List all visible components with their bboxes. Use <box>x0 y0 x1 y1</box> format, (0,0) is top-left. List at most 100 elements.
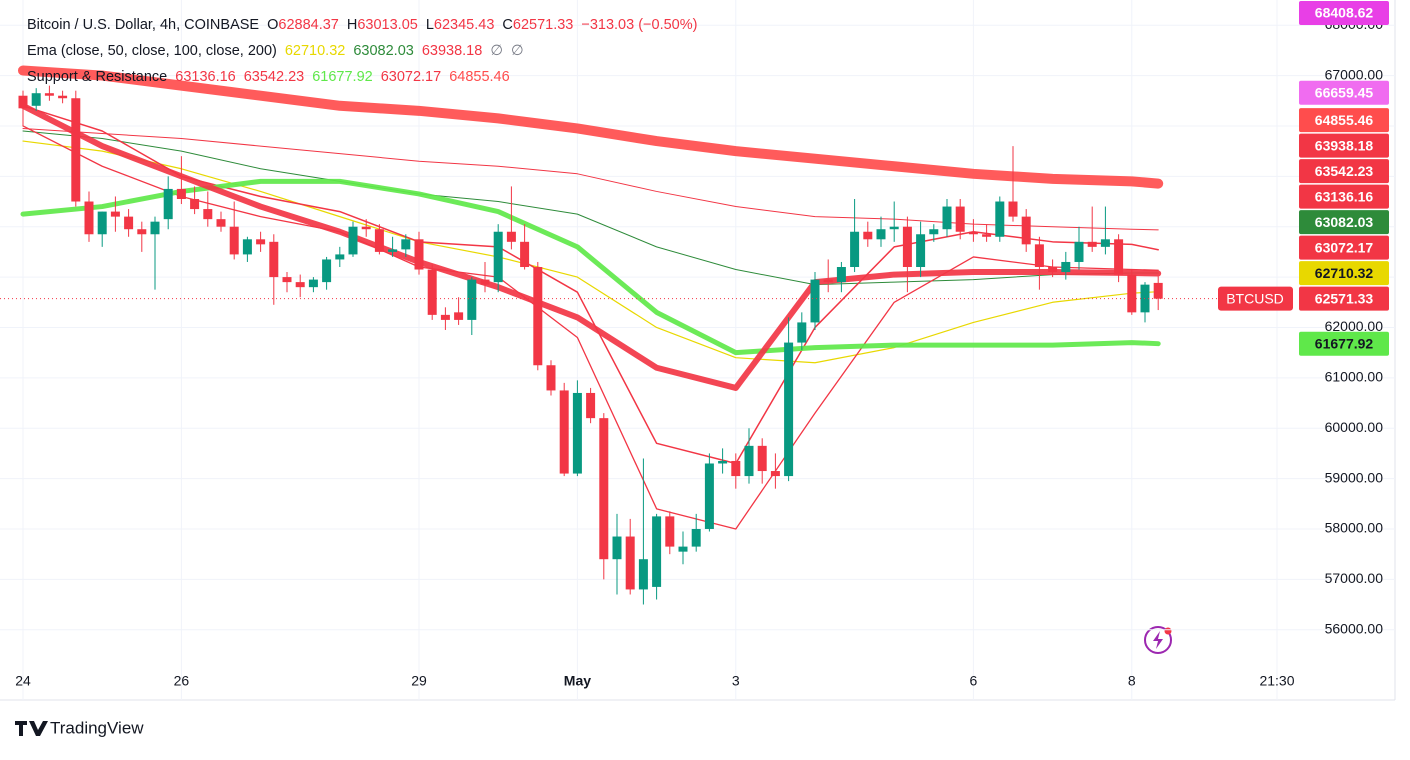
candle-body <box>242 239 252 255</box>
indicator-line <box>20 102 1162 391</box>
candle-body <box>876 229 886 240</box>
candle-body <box>638 559 648 590</box>
candle-body <box>203 209 213 220</box>
candle-body <box>612 536 622 560</box>
x-tick-label: 26 <box>174 673 190 689</box>
indicator-value: 63082.03 <box>353 43 414 59</box>
candle-body <box>968 231 978 235</box>
candle-body <box>84 201 94 235</box>
price-tag-label: 63938.18 <box>1315 137 1374 153</box>
x-tick-label: 24 <box>15 673 31 689</box>
candle-body <box>335 254 345 260</box>
x-tick-label: 6 <box>970 673 978 689</box>
candle-body <box>401 239 411 250</box>
candle-body <box>361 226 371 230</box>
candle-body <box>374 229 384 252</box>
indicator-title: Support & Resistance <box>27 69 168 85</box>
candle-body <box>150 221 160 235</box>
indicator-title: Ema (close, 50, close, 100, close, 200) <box>27 43 277 59</box>
price-tag-label: 64855.46 <box>1315 112 1374 128</box>
price-tag-label: 62710.32 <box>1315 265 1374 281</box>
indicator-value: 61677.92 <box>312 69 373 85</box>
alert-dot[interactable] <box>1164 627 1172 635</box>
price-tag-label: 63072.17 <box>1315 239 1374 255</box>
indicator-row: Ema (close, 50, close, 100, close, 200) 6… <box>27 38 705 64</box>
candle-body <box>889 226 899 230</box>
candle-body <box>176 188 186 199</box>
candle-body <box>916 234 926 268</box>
candle-body <box>110 211 120 217</box>
symbol-row: Bitcoin / U.S. Dollar, 4h, COINBASE O6288… <box>27 12 705 38</box>
candle-body <box>1034 244 1044 268</box>
alert-icon[interactable] <box>1144 626 1172 654</box>
candle-body <box>744 445 754 477</box>
indicator-value: 63542.23 <box>243 69 305 85</box>
symbol-tag <box>1218 286 1293 311</box>
candle-body <box>1008 201 1018 217</box>
price-tag <box>1299 184 1389 209</box>
candle-body <box>348 226 358 255</box>
y-tick-label: 59000.00 <box>1325 469 1384 485</box>
alert-bolt[interactable] <box>1153 631 1163 649</box>
indicator-value: 62710.32 <box>284 43 346 59</box>
grid <box>0 0 1395 700</box>
candle-body <box>599 418 609 560</box>
ohlc-value: 62571.33 <box>512 17 574 33</box>
candle-body <box>586 392 596 419</box>
candle-body <box>308 279 318 288</box>
candle-body <box>902 226 912 268</box>
y-tick-label: 58000.00 <box>1325 520 1384 536</box>
indicator-extra: ∅ <box>490 43 503 59</box>
price-tag <box>1299 80 1389 105</box>
candle-body <box>18 95 28 109</box>
price-tag <box>1299 210 1389 235</box>
candle-body <box>625 536 635 590</box>
logo-mark <box>15 721 48 736</box>
indicator-value: 64855.46 <box>449 69 510 85</box>
candle-body <box>440 314 450 320</box>
indicator-line <box>22 130 1159 286</box>
price-tag-label: 63136.16 <box>1315 188 1374 204</box>
change: −313.03 (−0.50%) <box>581 17 698 33</box>
candle-body <box>731 460 741 477</box>
candle-body <box>480 279 490 285</box>
price-tag-label: 68408.62 <box>1315 5 1374 21</box>
x-tick-label: 8 <box>1128 673 1136 689</box>
candle-body <box>770 471 780 477</box>
y-tick-label: 61000.00 <box>1325 369 1384 385</box>
candle-body <box>71 98 81 202</box>
candle-body <box>929 229 939 235</box>
candle-body <box>1074 241 1084 262</box>
price-tag-label: 63542.23 <box>1315 163 1374 179</box>
candle-body <box>427 269 437 315</box>
candle-body <box>1153 282 1163 299</box>
candle-body <box>31 93 41 106</box>
candle-body <box>546 365 556 391</box>
candle-body <box>572 392 582 474</box>
y-tick-label: 67000.00 <box>1325 66 1384 82</box>
candle-body <box>955 206 965 232</box>
candle-body <box>863 231 873 240</box>
candle-body <box>190 198 200 210</box>
symbol-tag-label: BTCUSD <box>1226 290 1284 306</box>
price-tag <box>1299 286 1389 311</box>
candle-body <box>454 312 464 320</box>
candle-body <box>718 460 728 464</box>
price-tag-label: 63082.03 <box>1315 214 1374 230</box>
candle-body <box>1087 241 1097 247</box>
axes: 56000.00 57000.00 58000.00 59000.00 60000.00… <box>15 1 1389 689</box>
price-tag-label: 62571.33 <box>1315 290 1374 306</box>
candle-body <box>810 279 820 323</box>
candle-body <box>97 211 107 235</box>
candle-body <box>282 277 292 283</box>
x-tick-label: 3 <box>732 673 740 689</box>
candle-body <box>1021 216 1031 245</box>
candle-body <box>559 390 569 474</box>
y-tick-label: 56000.00 <box>1325 620 1384 636</box>
candle-body <box>678 546 688 552</box>
candle-body <box>256 239 266 245</box>
indicator-line <box>20 178 1161 356</box>
candle-body <box>414 239 424 270</box>
price-tag <box>1299 133 1389 158</box>
